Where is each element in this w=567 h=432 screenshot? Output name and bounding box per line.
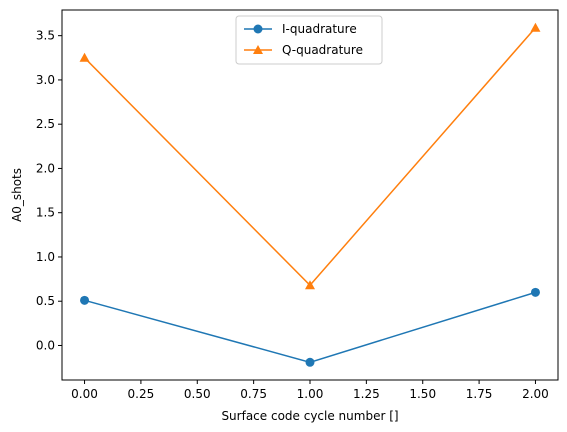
y-tick-label: 2.0 [36, 161, 55, 175]
y-tick-label: 2.5 [36, 117, 55, 131]
legend: I-quadrature Q-quadrature [235, 15, 383, 65]
x-tick-label: 1.00 [297, 387, 324, 401]
data-point-q-quadrature [530, 22, 541, 32]
x-tick-label: 1.50 [409, 387, 436, 401]
data-point-q-quadrature [79, 52, 90, 62]
data-point-i-quadrature [530, 287, 540, 297]
y-axis-ticks: 0.0 0.5 1.0 1.5 2.0 2.5 3.0 3.5 [36, 29, 62, 352]
y-tick-label: 3.5 [36, 29, 55, 43]
legend-marker-q-quadrature [253, 45, 263, 54]
y-tick-label: 3.0 [36, 73, 55, 87]
x-tick-label: 0.00 [71, 387, 98, 401]
y-tick-label: 1.0 [36, 250, 55, 264]
y-tick-label: 0.0 [36, 338, 55, 352]
x-tick-label: 1.25 [353, 387, 380, 401]
series-layer [79, 22, 541, 367]
x-tick-label: 0.50 [184, 387, 211, 401]
data-point-i-quadrature [305, 357, 315, 367]
x-axis-label: Surface code cycle number [] [221, 409, 398, 423]
y-axis-label: A0_shots [10, 168, 24, 222]
legend-box [235, 15, 383, 65]
y-tick-label: 1.5 [36, 206, 55, 220]
plot-background [62, 10, 558, 380]
legend-label-q-quadrature: Q-quadrature [282, 43, 363, 57]
legend-marker-i-quadrature [253, 24, 263, 34]
plot-frame [61, 9, 559, 381]
data-point-i-quadrature [80, 295, 90, 305]
y-tick-label: 0.5 [36, 294, 55, 308]
x-tick-label: 0.75 [240, 387, 267, 401]
x-tick-label: 1.75 [466, 387, 493, 401]
x-axis-ticks: 0.00 0.25 0.50 0.75 1.00 1.25 1.50 1.75 2.00 [71, 380, 549, 401]
legend-label-i-quadrature: I-quadrature [282, 22, 357, 36]
x-tick-label: 2.00 [522, 387, 549, 401]
data-point-q-quadrature [305, 280, 315, 290]
x-tick-label: 0.25 [128, 387, 155, 401]
